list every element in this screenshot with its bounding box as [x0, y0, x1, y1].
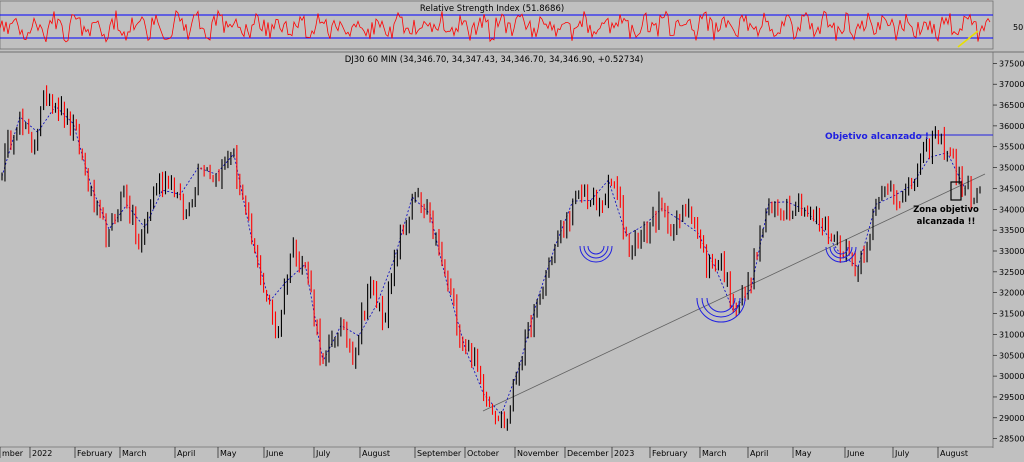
support-arc-may-2 — [829, 246, 853, 259]
support-arc-dec-2 — [583, 245, 609, 259]
x-tick-label: April — [750, 449, 768, 458]
main-panel: DJ30 60 MIN (34,346.70, 34,347.43, 34,34… — [0, 52, 1024, 458]
rsi-title: Relative Strength Index (51.8686) — [420, 4, 564, 14]
x-tick-label: 2023 — [614, 449, 634, 458]
y-tick-label: 36500 — [999, 101, 1024, 110]
zone-label-line2: alcanzada !! — [917, 217, 976, 227]
x-tick-label: July — [894, 449, 910, 458]
x-tick-label: mber — [2, 449, 24, 458]
x-tick-label: September — [417, 449, 462, 458]
support-arc-may-3 — [833, 246, 849, 255]
y-tick-label: 33000 — [999, 247, 1024, 256]
x-tick-label: June — [846, 449, 865, 458]
y-tick-label: 36000 — [999, 122, 1024, 131]
x-axis-ticks: mber 2022 February March April May June July Aug… — [0, 447, 968, 458]
x-tick-label: March — [122, 449, 146, 458]
x-tick-label: July — [315, 449, 331, 458]
y-tick-label: 31000 — [999, 330, 1024, 339]
x-tick-label: February — [652, 449, 688, 458]
rsi-line — [0, 9, 991, 43]
x-tick-label: May — [220, 449, 237, 458]
x-tick-label: March — [702, 449, 726, 458]
y-tick-label: 33500 — [999, 226, 1024, 235]
x-tick-label: August — [940, 449, 968, 458]
y-tick-label: 31500 — [999, 310, 1024, 319]
y-tick-label: 28500 — [999, 435, 1024, 444]
y-tick-label: 29500 — [999, 393, 1024, 402]
x-tick-label: May — [795, 449, 812, 458]
y-tick-label: 32000 — [999, 289, 1024, 298]
x-tick-label: June — [265, 449, 284, 458]
rsi-panel: Relative Strength Index (51.8686) 50 — [0, 0, 1023, 50]
y-axis-ticks: 37500 37000 36500 36000 35500 35000 34500 34000… — [993, 59, 1024, 444]
support-arc-dec-3 — [587, 245, 605, 255]
support-arc-mar-3 — [706, 297, 736, 313]
support-arc-may-1 — [825, 246, 857, 263]
y-tick-label: 29000 — [999, 414, 1024, 423]
y-tick-label: 37500 — [999, 59, 1024, 68]
rsi-trend-mark — [957, 30, 979, 48]
x-tick-label: August — [362, 449, 390, 458]
support-arc-mar-2 — [701, 297, 741, 318]
y-tick-label: 30000 — [999, 372, 1024, 381]
zone-label-line1: Zona objetivo — [913, 205, 979, 215]
x-tick-label: April — [177, 449, 195, 458]
x-tick-label: 2022 — [32, 449, 52, 458]
support-arc-mar-1 — [696, 297, 746, 323]
y-tick-label: 35000 — [999, 164, 1024, 173]
rising-trend-line — [482, 173, 986, 412]
support-arcs — [579, 245, 857, 323]
price-bars — [1, 85, 981, 431]
y-tick-label: 37000 — [999, 80, 1024, 89]
y-tick-label: 34500 — [999, 184, 1024, 193]
main-title: DJ30 60 MIN (34,346.70, 34,347.43, 34,34… — [345, 55, 644, 65]
support-arc-dec-1 — [579, 245, 613, 263]
x-tick-label: November — [517, 449, 559, 458]
x-tick-label: February — [77, 449, 113, 458]
y-tick-label: 32500 — [999, 268, 1024, 277]
x-tick-label: December — [567, 449, 609, 458]
target-zone-box — [950, 181, 962, 201]
target-reached-label: Objetivo alcanzado ! — [825, 132, 929, 142]
y-tick-label: 35500 — [999, 143, 1024, 152]
y-tick-label: 30500 — [999, 351, 1024, 360]
y-tick-label: 34000 — [999, 205, 1024, 214]
x-tick-label: October — [467, 449, 500, 458]
rsi-tick-50: 50 — [1013, 23, 1023, 32]
